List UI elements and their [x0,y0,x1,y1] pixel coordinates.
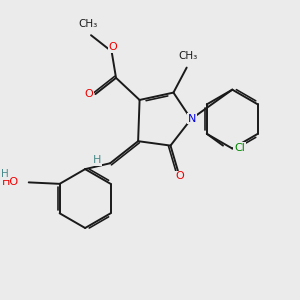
Text: CH₃: CH₃ [178,51,197,61]
Text: O: O [109,42,118,52]
Text: CH₃: CH₃ [78,19,98,29]
Text: H: H [1,169,9,179]
Text: H: H [93,155,101,165]
Text: O: O [85,89,93,99]
Text: Cl: Cl [234,143,245,153]
Text: N: N [188,113,196,124]
Text: HO: HO [2,177,19,188]
Text: O: O [175,172,184,182]
